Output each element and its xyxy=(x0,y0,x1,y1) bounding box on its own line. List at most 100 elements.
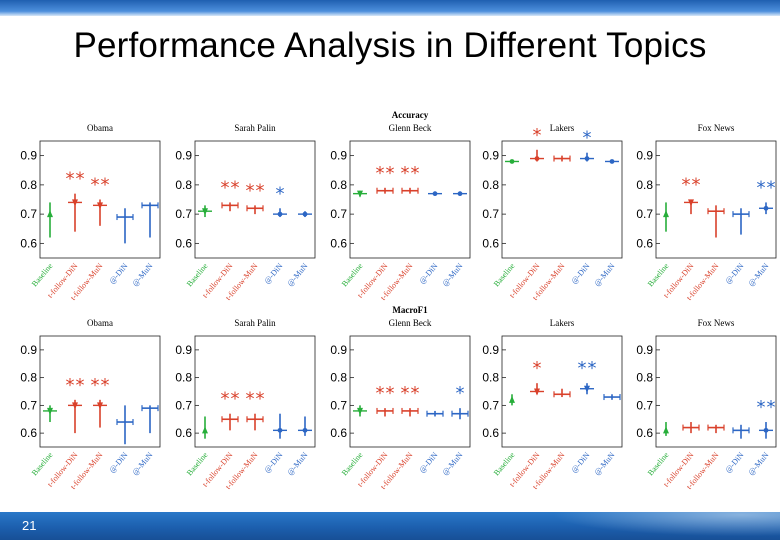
data-point-@-mun: * @-MuN xyxy=(440,383,469,477)
data-point-t-follow-mun: t-follow-MuN xyxy=(531,155,571,302)
significance-star: * xyxy=(411,383,420,404)
data-point-@-din: @-DiN xyxy=(723,424,750,475)
y-tick-label: 0.7 xyxy=(175,207,192,221)
y-tick-label: 0.6 xyxy=(636,426,653,440)
x-tick-label: Baseline xyxy=(492,450,517,477)
y-tick-label: 0.6 xyxy=(330,426,347,440)
slide-top-bar xyxy=(0,0,780,16)
plot-frame xyxy=(501,140,623,259)
x-tick-label: Baseline xyxy=(185,450,210,477)
x-tick-label: Baseline xyxy=(492,261,517,288)
plot-frame xyxy=(501,335,623,448)
significance-star: * xyxy=(91,175,100,196)
data-point-@-mun: @-MuN xyxy=(130,202,159,288)
y-tick-label: 0.7 xyxy=(330,207,347,221)
chart-topic-title: Sarah Palin xyxy=(234,123,276,133)
data-point-baseline: Baseline xyxy=(30,405,57,477)
significance-star: * xyxy=(221,389,230,410)
y-tick-label: 0.7 xyxy=(175,398,192,412)
y-tick-label: 0.6 xyxy=(20,426,37,440)
significance-star: * xyxy=(767,177,776,198)
x-tick-label: @-MuN xyxy=(592,261,616,288)
mean-marker xyxy=(202,426,208,434)
significance-star: * xyxy=(767,397,776,418)
significance-star: * xyxy=(66,169,75,190)
y-tick-label: 0.6 xyxy=(20,236,37,250)
data-point-@-mun: @-MuN xyxy=(592,159,619,288)
y-tick-label: 0.9 xyxy=(20,343,37,357)
y-tick-label: 0.9 xyxy=(20,149,37,163)
data-point-t-follow-din: *t-follow-DiN xyxy=(508,125,544,300)
y-tick-label: 0.6 xyxy=(330,236,347,250)
significance-star: * xyxy=(256,180,265,201)
y-tick-label: 0.7 xyxy=(20,398,37,412)
data-point-t-follow-mun: * *t-follow-MuN xyxy=(69,175,110,303)
plot-frame xyxy=(349,140,471,259)
data-point-@-din: @-DiN xyxy=(107,405,134,475)
x-tick-label: @-MuN xyxy=(130,261,154,288)
y-tick-label: 0.9 xyxy=(175,149,192,163)
y-tick-label: 0.6 xyxy=(175,236,192,250)
footer-swoosh xyxy=(520,512,780,540)
x-tick-label: @-MuN xyxy=(746,261,770,288)
plot-frame xyxy=(655,140,777,259)
row-header-accuracy: Accuracy xyxy=(392,110,429,120)
plot-frame xyxy=(655,335,777,448)
y-tick-label: 0.8 xyxy=(330,178,347,192)
significance-star: * xyxy=(692,175,701,196)
data-point-t-follow-din: * *t-follow-DiN xyxy=(46,169,85,300)
data-point-t-follow-din: *t-follow-DiN xyxy=(508,358,544,489)
significance-star: * xyxy=(101,175,110,196)
data-point-t-follow-din: * *t-follow-DiN xyxy=(356,163,395,300)
data-point-@-din: @-DiN xyxy=(262,413,287,475)
x-tick-label: @-MuN xyxy=(130,450,154,477)
x-tick-label: Baseline xyxy=(30,261,55,288)
data-point-@-mun: @-MuN xyxy=(440,191,467,288)
significance-star: * xyxy=(76,375,85,396)
significance-star: * xyxy=(91,375,100,396)
slide-bottom-bar xyxy=(0,512,780,540)
plot-frame xyxy=(194,140,316,259)
significance-star: * xyxy=(256,389,265,410)
significance-star: * xyxy=(231,177,240,198)
significance-star: * xyxy=(246,180,255,201)
y-tick-label: 0.7 xyxy=(636,207,653,221)
significance-star: * xyxy=(401,163,410,184)
significance-star: * xyxy=(231,389,240,410)
chart-accuracy-lakers: Lakers 0.9 0.8 0.7 0.6 Baseline*t-follow-DiNt… xyxy=(482,123,623,302)
y-tick-label: 0.8 xyxy=(482,371,499,385)
mean-marker xyxy=(663,210,669,218)
row-header-macrof1: MacroF1 xyxy=(392,305,428,315)
y-tick-label: 0.9 xyxy=(636,149,653,163)
x-tick-label: Baseline xyxy=(185,261,210,288)
x-tick-label: @-DiN xyxy=(107,261,129,285)
x-tick-label: @-MuN xyxy=(285,261,309,288)
chart-topic-title: Glenn Beck xyxy=(389,318,432,328)
plot-frame xyxy=(39,335,161,448)
significance-star: * xyxy=(757,397,766,418)
x-tick-label: @-MuN xyxy=(592,450,616,477)
chart-macrof1-fox-news: Fox News0.90.80.70.6Baselinet-follow-DiN… xyxy=(636,318,777,491)
data-point-t-follow-mun: * *t-follow-MuN xyxy=(224,180,265,302)
chart-topic-title: Fox News xyxy=(698,318,735,328)
y-tick-label: 0.9 xyxy=(330,149,347,163)
significance-star: * xyxy=(533,125,542,146)
y-tick-label: 0.7 xyxy=(636,398,653,412)
x-tick-label: Baseline xyxy=(340,261,365,288)
chart-topic-title: Lakers xyxy=(550,123,575,133)
y-tick-label: 0.9 xyxy=(175,343,192,357)
x-tick-label: @-DiN xyxy=(417,450,439,474)
data-point-t-follow-din: * *t-follow-DiN xyxy=(46,375,85,489)
significance-star: * xyxy=(66,375,75,396)
y-tick-label: 0.7 xyxy=(330,398,347,412)
x-tick-label: @-MuN xyxy=(285,450,309,477)
plot-frame xyxy=(349,335,471,448)
mean-marker xyxy=(663,426,669,434)
mean-marker xyxy=(47,210,53,218)
data-point-t-follow-mun: t-follow-MuN xyxy=(685,205,725,302)
significance-star: * xyxy=(757,177,766,198)
chart-topic-title: Glenn Beck xyxy=(389,123,432,133)
